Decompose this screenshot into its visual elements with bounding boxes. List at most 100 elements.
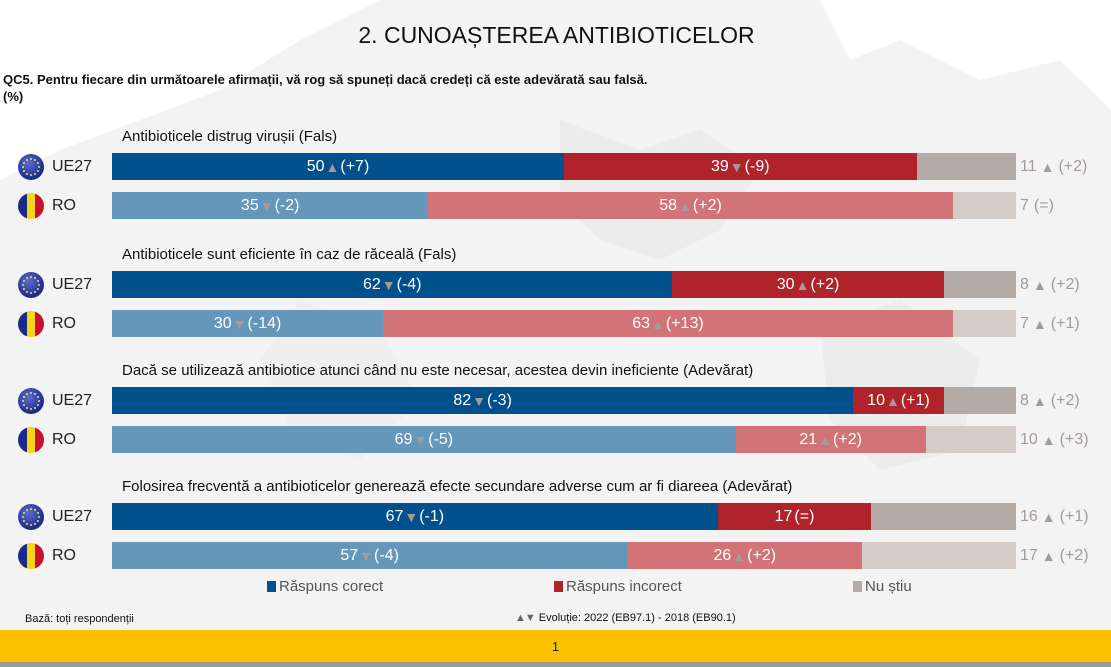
bar-ro: 69 ▼ (-5) 21 ▲ (+2)	[112, 426, 1016, 453]
legend-item-dontknow: Nu știu	[853, 578, 912, 595]
row-label-text: UE27	[52, 276, 93, 293]
evolution-text: Evoluție: 2022 (EB97.1) - 2018 (EB90.1)	[538, 612, 736, 624]
bar-segment-correct: 69 ▼ (-5)	[112, 426, 736, 453]
trend-up-icon: ▲	[818, 431, 833, 448]
ro-flag-icon	[18, 311, 44, 337]
dontknow-change: (+3)	[1059, 430, 1089, 448]
data-label-value: 17	[774, 507, 793, 525]
bar-ro: 57 ▼ (-4) 26 ▲ (+2)	[112, 542, 1016, 569]
dontknow-label-ro: 17 ▲ (+2)	[1020, 542, 1089, 569]
data-label-value: 58	[659, 196, 678, 214]
unit-label: (%)	[3, 89, 24, 104]
row-label-text: RO	[52, 197, 76, 214]
dontknow-change: (=)	[1033, 196, 1054, 214]
legend-swatch-correct	[267, 581, 276, 592]
row-label-ro: RO	[18, 542, 76, 570]
data-label-change: (-14)	[247, 314, 282, 332]
dontknow-change: (+2)	[1050, 275, 1080, 293]
statement-title: Antibioticele distrug virușii (Fals)	[122, 128, 338, 145]
bar-ue27: 50 ▲ (+7) 39 ▼ (-9)	[112, 153, 1016, 180]
dontknow-change: (+1)	[1059, 507, 1089, 525]
data-label-change: (+7)	[340, 157, 370, 175]
row-label-text: UE27	[52, 508, 93, 525]
row-label-ro: RO	[18, 426, 76, 454]
dontknow-label-ro: 10 ▲ (+3)	[1020, 426, 1089, 453]
bar-segment-dontknow	[952, 310, 1016, 337]
trend-up-icon: ▲	[1032, 392, 1047, 409]
data-label-value: 63	[632, 314, 651, 332]
data-label-value: 39	[711, 157, 729, 175]
dontknow-label-ue27: 16 ▲ (+1)	[1020, 503, 1089, 530]
trend-down-icon: ▼	[472, 392, 487, 409]
data-label-change: (+2)	[747, 546, 777, 564]
trend-up-icon: ▲	[1040, 158, 1055, 175]
row-label-ro: RO	[18, 192, 76, 220]
data-label-value: 21	[799, 430, 818, 448]
bar-segment-dontknow	[952, 192, 1016, 219]
row-label-ue27: UE27	[18, 153, 92, 181]
trend-down-icon: ▼	[413, 431, 428, 448]
data-label-change: (-2)	[274, 196, 300, 214]
bar-ro: 35 ▼ (-2) 58 ▲ (+2)	[112, 192, 1016, 219]
page-number: 1	[551, 638, 560, 654]
data-label-change: (-3)	[487, 391, 512, 409]
footer-bar: 1	[0, 630, 1111, 662]
trend-down-icon: ▼	[259, 197, 274, 214]
bar-segment-incorrect: 17 (=)	[717, 503, 872, 530]
data-label-value: 35	[240, 196, 259, 214]
bar-segment-dontknow	[916, 153, 1016, 180]
ro-flag-icon	[18, 193, 44, 219]
bar-ue27: 67 ▼ (-1) 17 (=)	[112, 503, 1016, 530]
data-label-value: 69	[394, 430, 413, 448]
dontknow-value: 11	[1020, 157, 1037, 175]
data-label-change: (+1)	[900, 391, 930, 409]
data-label-change: (-9)	[744, 157, 770, 175]
data-label-value: 50	[306, 157, 325, 175]
trend-up-icon: ▲	[1041, 547, 1056, 564]
legend-label-correct: Răspuns corect	[279, 578, 384, 595]
statement-title: Dacă se utilizează antibiotice atunci câ…	[122, 362, 754, 379]
data-label-change: (=)	[794, 507, 815, 525]
trend-up-icon: ▲	[1041, 508, 1056, 525]
data-label-change: (+2)	[833, 430, 862, 448]
data-label-value: 82	[453, 391, 472, 409]
bar-segment-correct: 35 ▼ (-2)	[112, 192, 429, 219]
bar-segment-dontknow	[925, 426, 1016, 453]
bar-segment-dontknow	[871, 503, 1016, 530]
row-label-ue27: UE27	[18, 387, 92, 415]
trend-up-icon: ▲	[795, 276, 810, 293]
trend-up-icon: ▲	[325, 158, 340, 175]
trend-down-icon: ▼	[381, 276, 396, 293]
question-text: QC5. Pentru fiecare din următoarele afir…	[3, 72, 648, 87]
bar-segment-incorrect: 26 ▲ (+2)	[627, 542, 863, 569]
bar-segment-dontknow	[943, 271, 1016, 298]
page-title: 2. CUNOAȘTEREA ANTIBIOTICELOR	[358, 22, 755, 48]
data-label-value: 10	[867, 391, 885, 409]
data-label-change: (-4)	[374, 546, 399, 564]
eu-flag-icon	[18, 154, 44, 180]
row-label-text: UE27	[52, 392, 93, 409]
bar-segment-dontknow	[862, 542, 1016, 569]
statement-title: Antibioticele sunt eficiente în caz de r…	[122, 246, 457, 263]
row-label-ue27: UE27	[18, 271, 92, 299]
dontknow-value: 7	[1020, 196, 1029, 214]
base-note: Bază: toți respondenții	[25, 613, 134, 625]
dontknow-value: 16	[1020, 507, 1038, 525]
eu-flag-icon	[18, 272, 44, 298]
data-label-value: 62	[362, 275, 381, 293]
dontknow-label-ro: 7 (=)	[1020, 192, 1054, 219]
footer-divider	[0, 662, 1111, 667]
data-label-change: (+13)	[665, 314, 704, 332]
bar-segment-correct: 57 ▼ (-4)	[112, 542, 628, 569]
data-label-change: (-4)	[396, 275, 422, 293]
dontknow-change: (+1)	[1050, 314, 1080, 332]
bar-segment-incorrect: 21 ▲ (+2)	[735, 426, 926, 453]
trend-down-icon: ▼	[729, 158, 744, 175]
bar-segment-incorrect: 63 ▲ (+13)	[383, 310, 953, 337]
trend-down-icon: ▼	[359, 547, 374, 564]
row-label-ue27: UE27	[18, 503, 92, 531]
dontknow-value: 17	[1020, 546, 1038, 564]
trend-up-icon: ▲	[1041, 431, 1056, 448]
bar-segment-incorrect: 30 ▲ (+2)	[672, 271, 944, 298]
dontknow-change: (+2)	[1059, 546, 1089, 564]
